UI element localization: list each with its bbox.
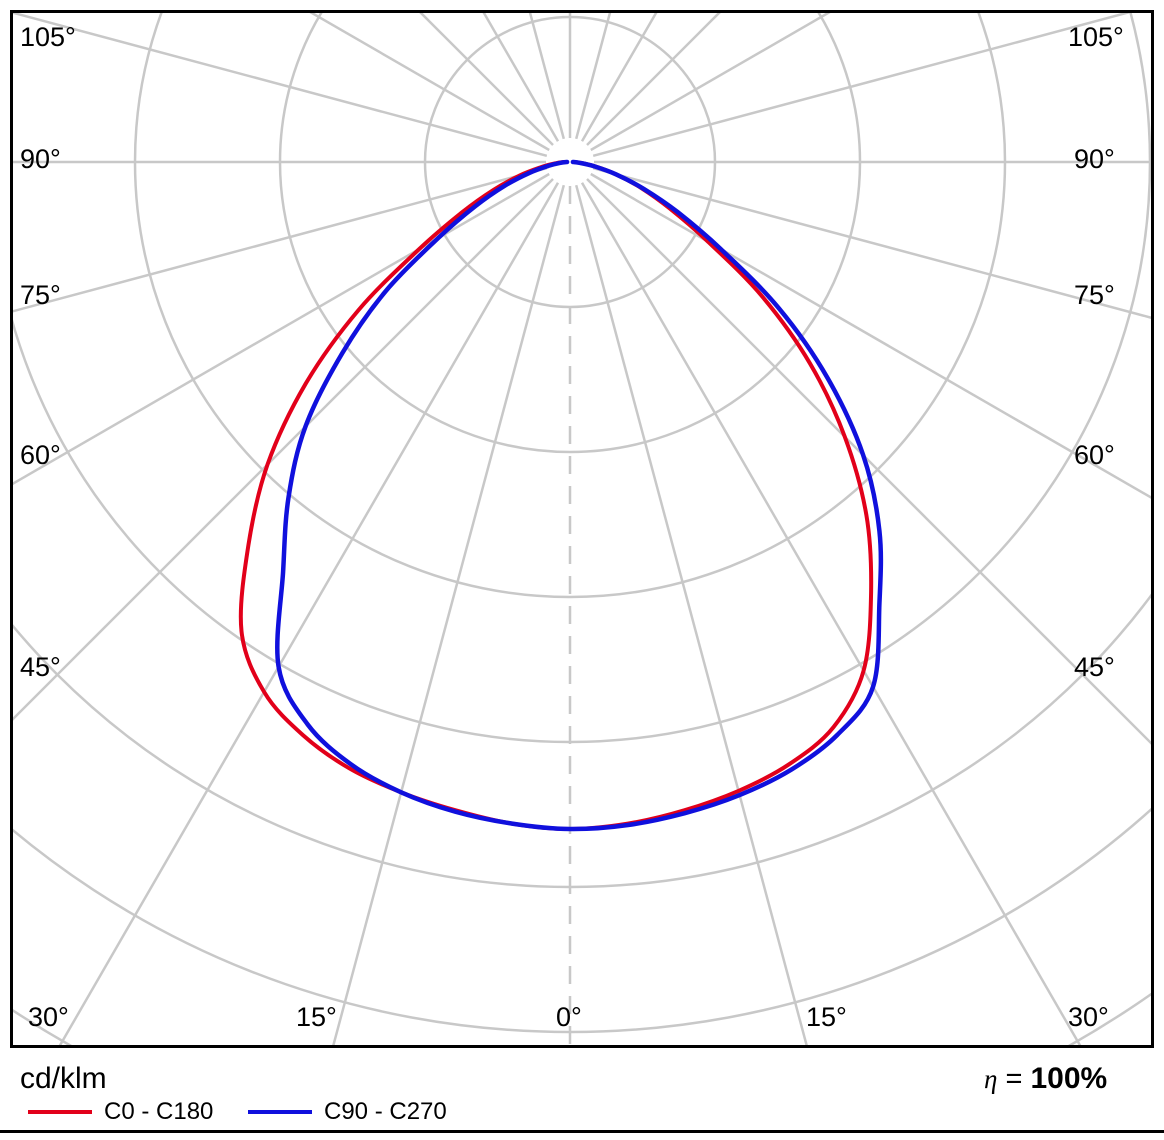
legend-item-c90-c270: C90 - C270	[248, 1100, 447, 1124]
legend-label-c0-c180: C0 - C180	[104, 1098, 214, 1125]
angle-label-left-75: 75°	[20, 280, 61, 310]
plot-border	[10, 10, 1154, 1048]
bottom-rule	[0, 1130, 1164, 1133]
grid-ray	[332, 184, 566, 1045]
angle-label-right-90: 90°	[1074, 144, 1115, 174]
efficiency-label: η = 100%	[984, 1062, 1107, 1096]
angle-label-right-60: 60°	[1074, 440, 1115, 470]
grid-ray	[592, 166, 1151, 319]
grid-ray	[12, 178, 554, 722]
units-label: cd/klm	[20, 1062, 107, 1095]
curve-c90-c270	[275, 159, 884, 832]
angle-label-bottom-15R: 15°	[806, 1002, 847, 1032]
polar-grid-and-curves	[12, 12, 1151, 1045]
grid-ray	[12, 172, 550, 486]
grid-ray	[574, 184, 808, 1045]
angle-label-bottom-30L: 30°	[28, 1002, 69, 1032]
grid-ray	[58, 182, 560, 1045]
legend-item-c0-c180: C0 - C180	[28, 1100, 213, 1124]
eta-value: 100%	[1030, 1062, 1108, 1095]
grid-ray	[307, 12, 550, 152]
eta-symbol: η	[984, 1064, 998, 1094]
angle-label-right-105: 105°	[1068, 22, 1124, 52]
polar-chart	[12, 12, 1151, 1045]
grid-ray	[580, 182, 1082, 1045]
eta-equals: =	[997, 1063, 1031, 1095]
grid-ray	[590, 172, 1151, 499]
angle-label-bottom-0: 0°	[556, 1002, 582, 1032]
angle-label-left-45: 45°	[20, 652, 61, 682]
grid-ray	[12, 166, 548, 313]
legend-label-c90-c270: C90 - C270	[324, 1098, 447, 1125]
grid-ray	[12, 12, 548, 158]
angle-label-bottom-15L: 15°	[296, 1002, 337, 1032]
legend-swatch-blue	[248, 1110, 312, 1114]
angle-label-right-45: 45°	[1074, 652, 1115, 682]
angle-label-bottom-30R: 30°	[1068, 1002, 1109, 1032]
grid-ray	[590, 12, 833, 152]
grid-ray	[586, 178, 1151, 745]
grid-ray	[592, 12, 1135, 158]
angle-label-right-75: 75°	[1074, 280, 1115, 310]
angle-label-left-60: 60°	[20, 440, 61, 470]
legend-swatch-red	[28, 1110, 92, 1114]
angle-label-left-90: 90°	[20, 144, 61, 174]
angle-label-left-105: 105°	[20, 22, 76, 52]
